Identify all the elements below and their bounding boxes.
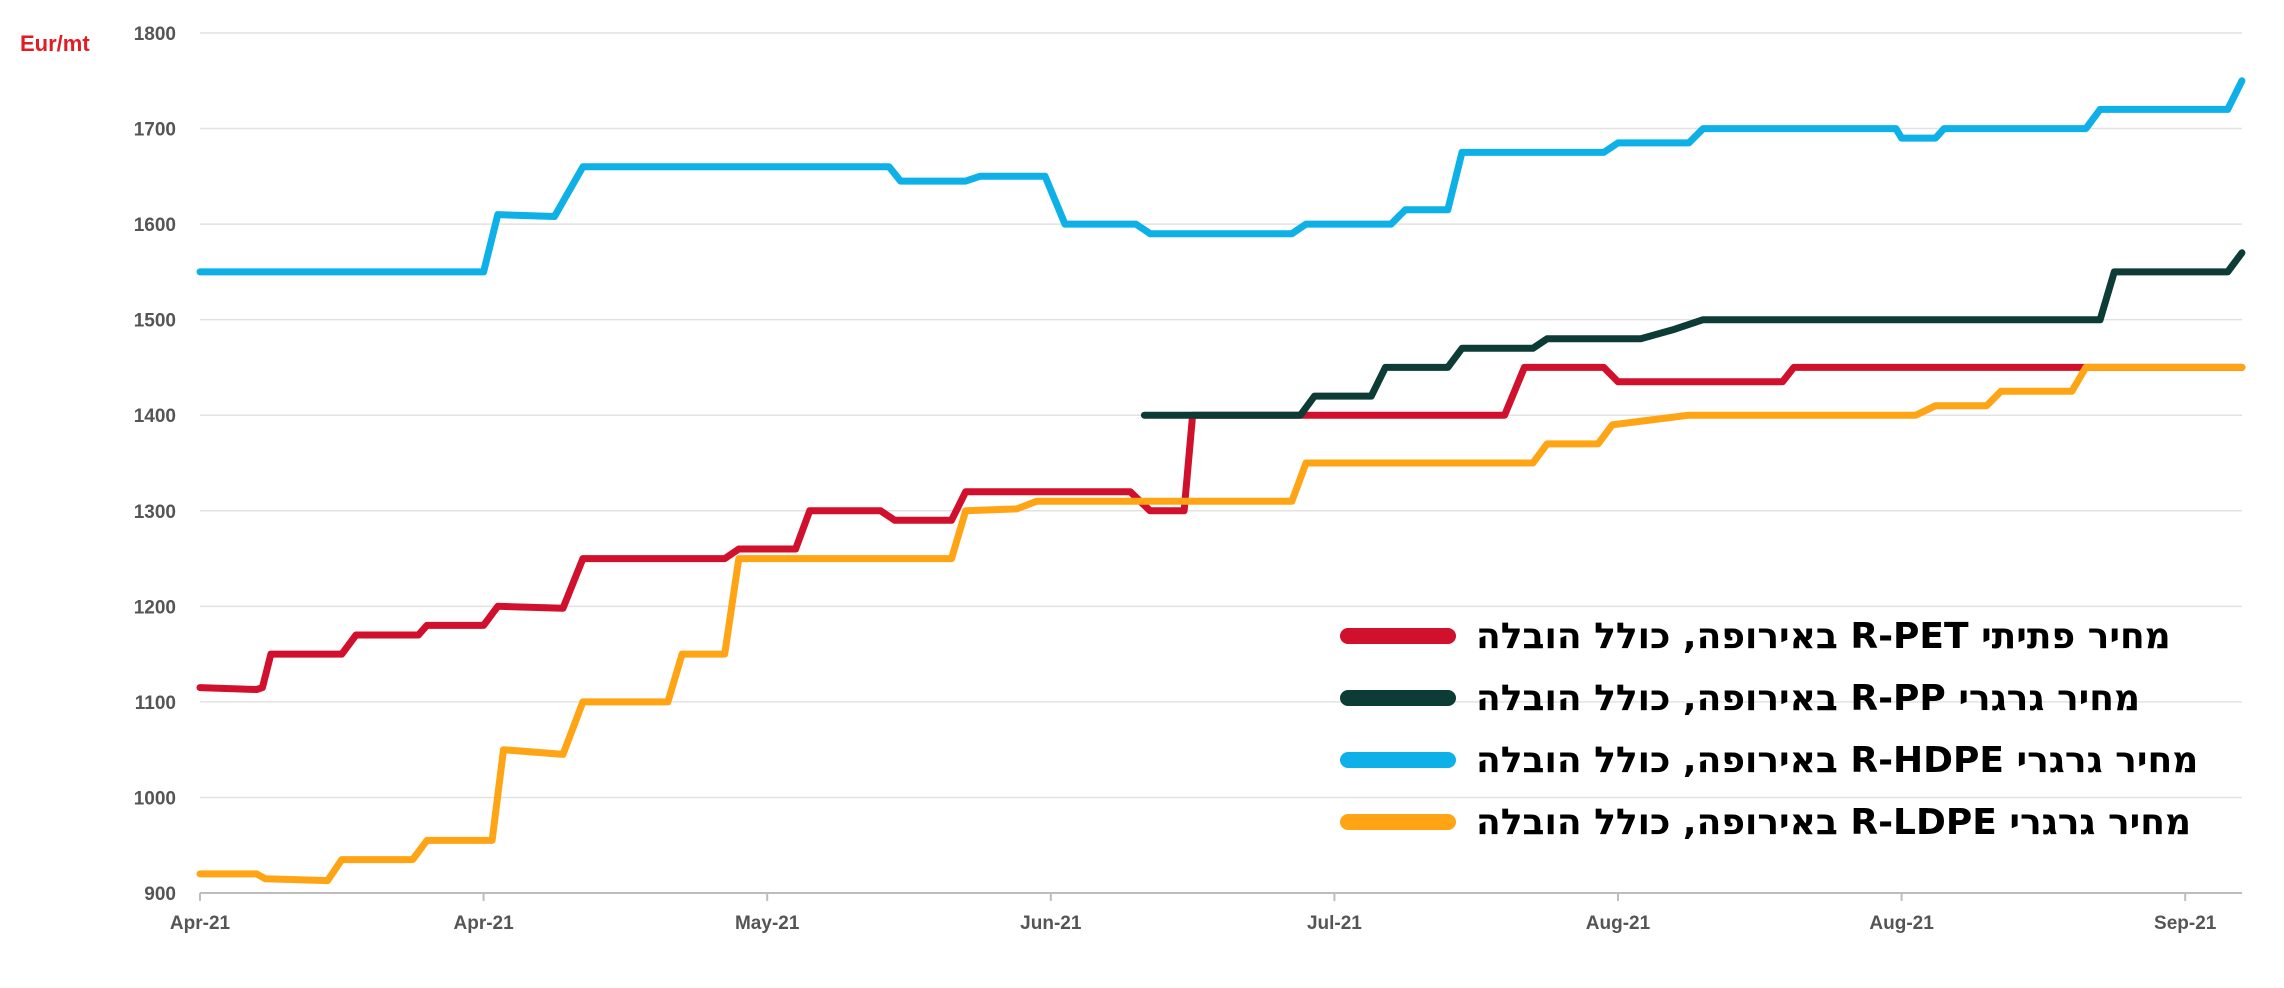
legend-swatch-r-ldpe bbox=[1340, 814, 1456, 830]
y-unit-label: Eur/mt bbox=[20, 31, 90, 56]
x-tick-label: Sep-21 bbox=[2154, 913, 2217, 934]
legend: מחיר פתיתי R-PET באירופה, כולל הובלה מחי… bbox=[1340, 605, 2230, 853]
legend-label-r-hdpe: מחיר גרגרי R-HDPE באירופה, כולל הובלה bbox=[1476, 739, 2199, 781]
y-axis-ticks: 900 1000 1100 1200 1300 1400 1500 1600 1700 1800 bbox=[134, 24, 176, 905]
x-tick-label: Apr-21 bbox=[170, 913, 231, 934]
legend-label-r-pp: מחיר גרגרי R-PP באירופה, כולל הובלה bbox=[1476, 677, 2141, 719]
y-tick-label: 1700 bbox=[134, 120, 176, 141]
y-tick-label: 1600 bbox=[134, 215, 176, 236]
legend-swatch-r-hdpe bbox=[1340, 752, 1456, 768]
x-tick-label: Apr-21 bbox=[454, 913, 515, 934]
y-tick-label: 1800 bbox=[134, 24, 176, 45]
legend-label-r-pet: מחיר פתיתי R-PET באירופה, כולל הובלה bbox=[1476, 615, 2171, 657]
legend-item-r-hdpe: מחיר גרגרי R-HDPE באירופה, כולל הובלה bbox=[1340, 729, 2230, 791]
y-tick-label: 900 bbox=[144, 884, 176, 905]
legend-item-r-ldpe: מחיר גרגרי R-LDPE באירופה, כולל הובלה bbox=[1340, 791, 2230, 853]
series-line-r-ldpe bbox=[196, 363, 2246, 885]
x-tick-label: Jun-21 bbox=[1020, 913, 1082, 934]
legend-item-r-pet: מחיר פתיתי R-PET באירופה, כולל הובלה bbox=[1340, 605, 2230, 667]
legend-swatch-r-pet bbox=[1340, 628, 1456, 644]
x-tick-label: Aug-21 bbox=[1869, 913, 1934, 934]
y-tick-label: 1500 bbox=[134, 311, 176, 332]
x-axis-ticks: Apr-21 Apr-21 May-21 Jun-21 Jul-21 Aug-21 Aug-… bbox=[170, 893, 2217, 934]
legend-item-r-pp: מחיר גרגרי R-PP באירופה, כולל הובלה bbox=[1340, 667, 2230, 729]
y-tick-label: 1400 bbox=[134, 406, 176, 427]
x-tick-label: Jul-21 bbox=[1307, 913, 1362, 934]
x-tick-label: May-21 bbox=[735, 913, 800, 934]
legend-swatch-r-pp bbox=[1340, 690, 1456, 706]
y-tick-label: 1300 bbox=[134, 502, 176, 523]
series-line-r-pet bbox=[196, 363, 2246, 693]
x-tick-label: Aug-21 bbox=[1586, 913, 1651, 934]
y-tick-label: 1200 bbox=[134, 597, 176, 618]
legend-label-r-ldpe: מחיר גרגרי R-LDPE באירופה, כולל הובלה bbox=[1476, 801, 2192, 843]
series-line-r-hdpe bbox=[196, 77, 2246, 276]
y-tick-label: 1100 bbox=[135, 693, 176, 714]
series-line-r-pp bbox=[1140, 249, 2246, 419]
series-lines bbox=[196, 77, 2246, 885]
y-tick-label: 1000 bbox=[134, 788, 176, 809]
